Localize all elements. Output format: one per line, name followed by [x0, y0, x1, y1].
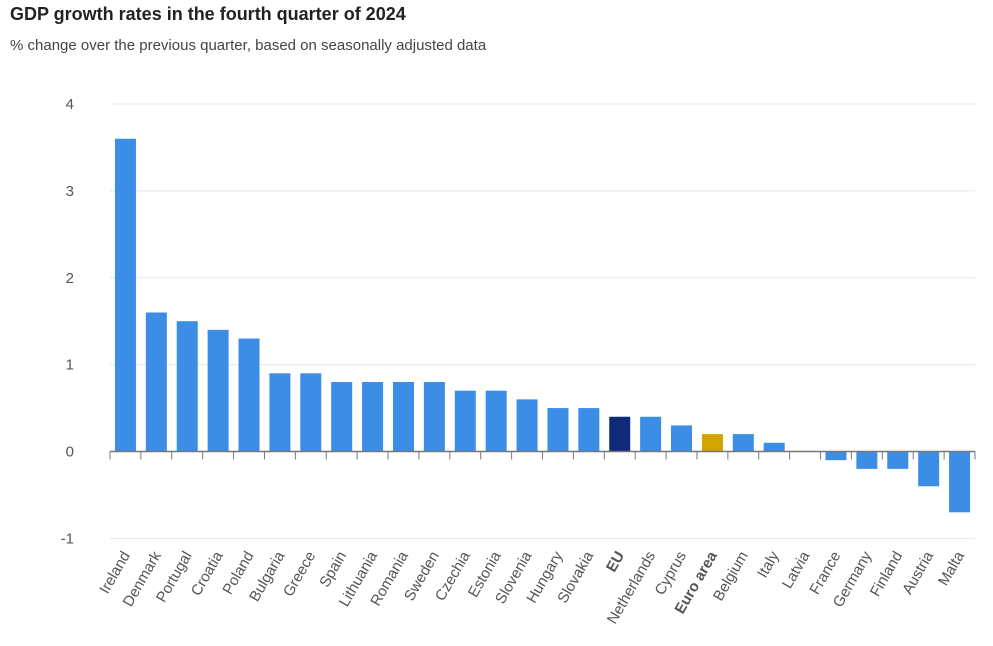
- bar-sweden: [423, 382, 445, 452]
- x-category-label: Malta: [935, 548, 968, 589]
- y-tick-label: -1: [61, 530, 74, 547]
- bar-eu: [609, 416, 631, 452]
- bar-belgium: [732, 434, 754, 452]
- bar-czechia: [454, 390, 476, 452]
- bar-slovenia: [516, 399, 538, 452]
- chart-subtitle: % change over the previous quarter, base…: [10, 37, 487, 54]
- bar-euro-area: [701, 434, 723, 452]
- y-tick-label: 3: [66, 183, 74, 200]
- bar-italy: [763, 442, 785, 452]
- bar-estonia: [485, 390, 507, 452]
- x-category-label: EU: [603, 549, 628, 576]
- bar-bulgaria: [269, 373, 291, 452]
- bar-lithuania: [362, 382, 384, 452]
- y-tick-label: 2: [66, 270, 74, 287]
- x-category-label: Croatia: [188, 548, 227, 599]
- bar-netherlands: [640, 416, 662, 452]
- bar-slovakia: [578, 408, 600, 452]
- bar-portugal: [176, 321, 198, 452]
- y-tick-label: 0: [66, 444, 74, 461]
- x-category-label: Austria: [899, 548, 937, 597]
- y-tick-label: 1: [66, 357, 74, 374]
- x-category-label: Italy: [754, 548, 783, 581]
- bar-malta: [949, 451, 971, 513]
- bar-france: [825, 451, 847, 461]
- chart-title: GDP growth rates in the fourth quarter o…: [10, 4, 406, 24]
- bar-germany: [856, 451, 878, 469]
- bar-austria: [918, 451, 940, 487]
- bar-poland: [238, 338, 260, 452]
- bar-greece: [300, 373, 322, 452]
- bar-finland: [887, 451, 909, 469]
- bar-hungary: [547, 408, 569, 452]
- bar-croatia: [207, 329, 229, 452]
- bar-ireland: [114, 138, 136, 452]
- bar-cyprus: [671, 425, 693, 452]
- bar-denmark: [145, 312, 167, 452]
- y-tick-label: 4: [66, 96, 74, 113]
- bar-romania: [392, 382, 414, 452]
- bar-spain: [331, 382, 353, 452]
